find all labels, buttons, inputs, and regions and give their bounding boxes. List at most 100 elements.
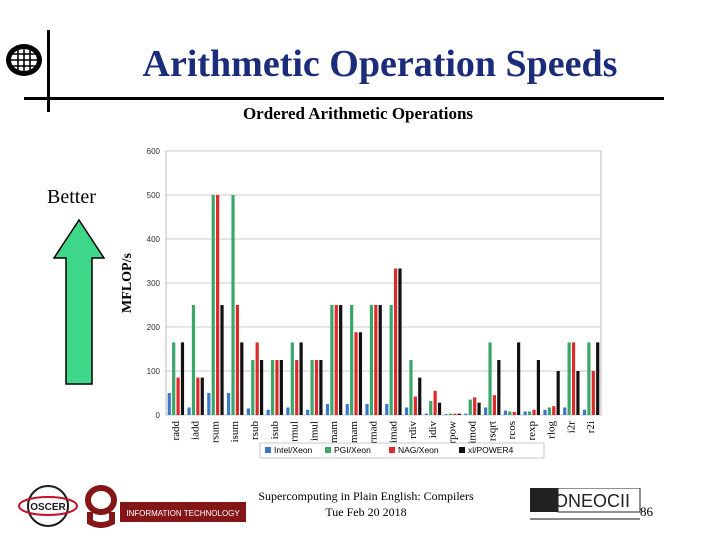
- ou-logo-icon: [85, 485, 117, 528]
- x-tick-label: isum: [229, 421, 241, 443]
- bar-imod-intel-xeon: [464, 413, 468, 415]
- bar-imod-pgi-xeon: [468, 399, 472, 415]
- bar-rmad-xl-power4: [378, 305, 382, 415]
- bar-rexp-xl-power4: [536, 360, 540, 415]
- bar-imam-intel-xeon: [345, 404, 349, 415]
- footer: Supercomputing in Plain English: Compile…: [224, 488, 508, 520]
- bar-rmul-pgi-xeon: [290, 342, 294, 415]
- bar-imad-xl-power4: [398, 268, 402, 415]
- legend-swatch: [389, 447, 395, 453]
- y-tick-label: 500: [147, 191, 161, 200]
- bar-rpow-intel-xeon: [444, 414, 448, 415]
- bar-isub-pgi-xeon: [270, 360, 275, 415]
- bar-isum-pgi-xeon: [231, 195, 235, 415]
- bar-rcos-pgi-xeon: [508, 411, 512, 415]
- x-tick-label: rsqrt: [486, 421, 498, 441]
- y-tick-label: 0: [156, 411, 161, 420]
- bar-rlog-pgi-xeon: [547, 407, 551, 415]
- bar-imam-xl-power4: [358, 332, 363, 415]
- bar-r2i-pgi-xeon: [587, 342, 591, 415]
- bar-imod-xl-power4: [477, 402, 481, 415]
- bar-rmul-intel-xeon: [286, 407, 290, 415]
- bar-isum-xl-power4: [240, 342, 244, 415]
- bar-rcos-nag-xeon: [512, 411, 516, 415]
- svg-text:OSCER: OSCER: [30, 502, 66, 513]
- bar-imod-nag-xeon: [473, 397, 477, 415]
- better-label: Better: [47, 186, 96, 208]
- bar-rdiv-intel-xeon: [404, 407, 409, 415]
- x-tick-label: imul: [308, 421, 320, 441]
- bar-rpow-pgi-xeon: [448, 413, 453, 415]
- legend-label: Intel/Xeon: [274, 445, 313, 455]
- x-tick-label: rmad: [368, 421, 380, 444]
- information-technology-text: INFORMATION TECHNOLOGY: [126, 509, 240, 518]
- bar-r2i-xl-power4: [596, 342, 600, 415]
- bar-imad-intel-xeon: [385, 404, 389, 415]
- globe-logo-icon: [6, 44, 42, 76]
- bar-imul-nag-xeon: [314, 360, 319, 415]
- footer-course: Supercomputing in Plain English: Compile…: [258, 489, 474, 503]
- bar-rsub-xl-power4: [259, 360, 264, 415]
- bar-rpow-xl-power4: [457, 413, 461, 415]
- bar-rsum-nag-xeon: [216, 195, 220, 415]
- bar-iadd-nag-xeon: [196, 377, 200, 415]
- bar-rcos-intel-xeon: [503, 410, 508, 415]
- bar-imul-intel-xeon: [306, 409, 310, 415]
- legend-label: xl/POWER4: [468, 445, 514, 455]
- page-number: 86: [640, 504, 653, 519]
- bar-rexp-nag-xeon: [532, 409, 536, 415]
- bar-isum-nag-xeon: [235, 305, 240, 415]
- oneocii-text: ONEOCII: [554, 491, 630, 511]
- bar-rsqrt-nag-xeon: [492, 395, 497, 415]
- bar-r2i-intel-xeon: [582, 409, 587, 415]
- y-axis-label: MFLOP/s: [120, 253, 135, 313]
- bar-imam-pgi-xeon: [350, 305, 354, 415]
- legend-swatch: [459, 447, 465, 453]
- x-tick-label: imam: [348, 421, 360, 446]
- x-tick-label: imad: [387, 421, 399, 443]
- bar-i2r-nag-xeon: [571, 342, 576, 415]
- up-arrow-icon: [52, 218, 106, 385]
- bar-iadd-intel-xeon: [187, 407, 191, 415]
- x-tick-label: rlog: [546, 421, 558, 439]
- x-tick-label: rcos: [506, 421, 518, 439]
- bar-rmul-nag-xeon: [295, 360, 299, 415]
- bar-rsub-nag-xeon: [255, 342, 259, 415]
- x-tick-label: r2i: [585, 421, 597, 433]
- bar-isub-nag-xeon: [275, 360, 279, 415]
- bar-rmul-xl-power4: [299, 342, 303, 415]
- bar-i2r-pgi-xeon: [567, 342, 571, 415]
- bar-isub-xl-power4: [279, 360, 283, 415]
- chart-title: Ordered Arithmetic Operations: [243, 104, 473, 123]
- frame-vertical-rule: [47, 30, 50, 112]
- bar-rsqrt-xl-power4: [497, 360, 501, 415]
- bar-rmam-pgi-xeon: [330, 305, 334, 415]
- bar-idiv-nag-xeon: [433, 390, 437, 415]
- oscer-logo-icon: OSCER: [18, 485, 78, 527]
- bar-rpow-nag-xeon: [453, 413, 457, 415]
- x-tick-label: rmam: [328, 421, 340, 447]
- bar-idiv-xl-power4: [437, 402, 442, 415]
- x-tick-label: radd: [170, 421, 182, 441]
- bar-imad-pgi-xeon: [389, 305, 393, 415]
- bar-rmam-intel-xeon: [325, 404, 330, 415]
- bar-rdiv-nag-xeon: [413, 396, 417, 415]
- x-tick-label: rpow: [447, 421, 459, 444]
- bar-rsqrt-intel-xeon: [484, 407, 488, 415]
- legend-label: NAG/Xeon: [398, 445, 439, 455]
- bar-rsub-intel-xeon: [246, 408, 250, 415]
- x-tick-label: iadd: [190, 421, 202, 440]
- bar-r2i-nag-xeon: [591, 371, 595, 415]
- y-tick-label: 100: [147, 367, 161, 376]
- bar-rmad-nag-xeon: [374, 305, 378, 415]
- bar-i2r-intel-xeon: [563, 407, 567, 415]
- bar-radd-xl-power4: [180, 342, 185, 415]
- bar-rdiv-xl-power4: [418, 377, 422, 415]
- bar-imad-nag-xeon: [393, 268, 398, 415]
- y-tick-label: 300: [147, 279, 161, 288]
- arithmetic-bar-chart: Ordered Arithmetic Operations MFLOP/s 0 1…: [120, 104, 602, 459]
- x-tick-label: rmul: [289, 421, 301, 442]
- x-tick-label: idiv: [427, 421, 439, 439]
- x-tick-label: isub: [269, 421, 281, 440]
- x-tick-label: imod: [466, 421, 478, 444]
